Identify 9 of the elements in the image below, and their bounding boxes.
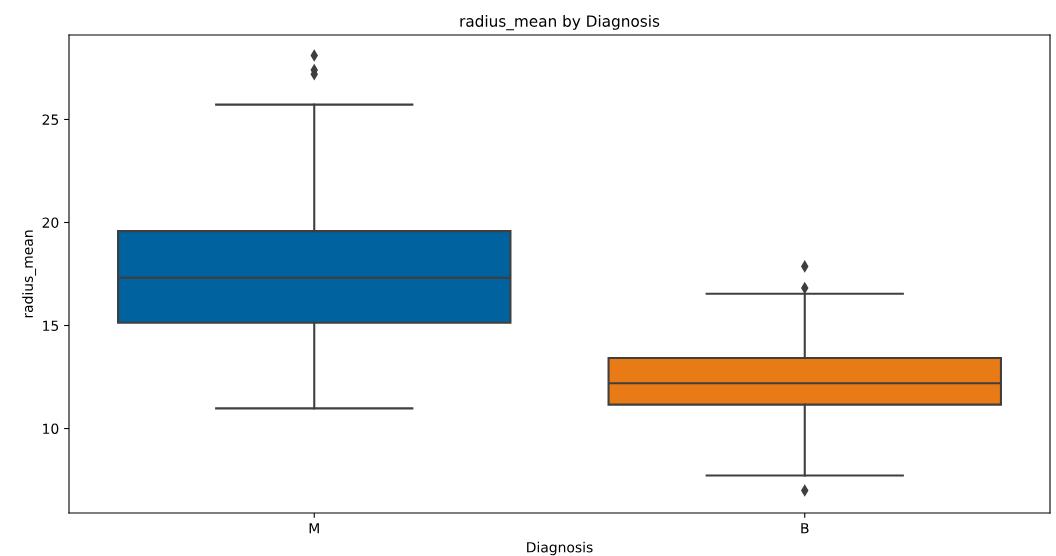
x-axis-title: Diagnosis — [527, 541, 593, 556]
y-tick-label: 10 — [43, 423, 59, 434]
y-tick-label: 15 — [43, 320, 59, 331]
x-tick-label: M — [309, 523, 319, 534]
y-tick-label: 20 — [42, 217, 59, 228]
chart-title: radius_mean by Diagnosis — [460, 15, 660, 31]
x-tick-label: B — [801, 523, 809, 534]
y-tick-label: 25 — [42, 114, 59, 125]
y-axis-title: radius_mean — [22, 230, 37, 318]
